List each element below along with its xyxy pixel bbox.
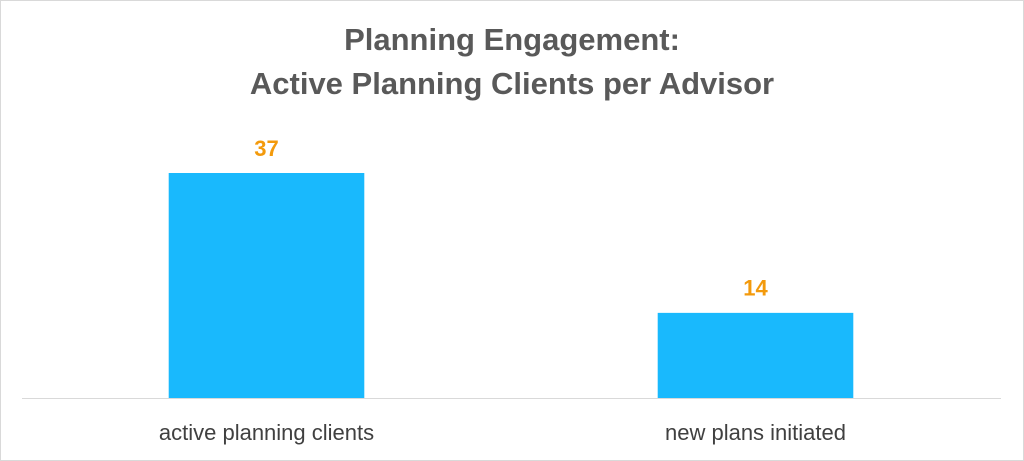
data-label: 14 (743, 276, 768, 301)
chart-title: Planning Engagement: (344, 22, 680, 57)
bar (657, 312, 854, 398)
bar (168, 173, 365, 398)
x-tick-label: new plans initiated (665, 420, 846, 445)
data-label: 37 (254, 136, 278, 161)
x-tick-label: active planning clients (159, 420, 374, 445)
chart-title: Active Planning Clients per Advisor (250, 66, 774, 101)
